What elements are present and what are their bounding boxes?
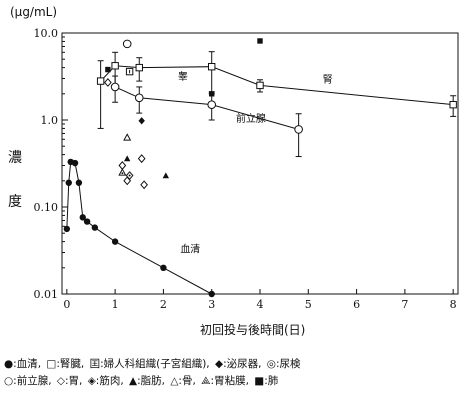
stomach-marker [104, 78, 112, 87]
x-tick-label: 4 [257, 298, 264, 311]
serum-line [66, 161, 212, 295]
filled-diamond-icon: ◆ [214, 358, 224, 370]
seminal-marker [122, 39, 132, 49]
double-circle-icon: ◎ [266, 358, 276, 370]
prostate-label: 前立腺 [236, 112, 266, 125]
boxed-square-icon: 囯 [89, 358, 101, 370]
prostate-marker [134, 93, 144, 103]
legend-item-fat: ▲:脂肪, [129, 375, 165, 387]
legend-label: :婦人科組織(子宮組織), [100, 358, 210, 370]
legend-label: :肺 [264, 375, 279, 387]
kidney-label: 腎 [323, 74, 333, 86]
stomach-marker [140, 180, 148, 190]
x-tick-label: 8 [450, 298, 457, 311]
dot-triangle-icon: ⟁ [201, 375, 211, 387]
y-tick-label: 0.10 [34, 201, 59, 214]
x-tick-label: 5 [305, 298, 312, 311]
legend-item-gynecologic: 囯:婦人科組織(子宮組織), [90, 358, 210, 370]
legend-label: :骨, [178, 375, 196, 387]
concentration-chart: (μg/mL) 濃 度 初回投与後時間(日) 0 1 2 3 4 5 6 7 810.01.00… [8, 5, 459, 337]
legend-item-urologic: ◆:泌尿器, [215, 358, 261, 370]
legend-label: :胃, [64, 375, 83, 387]
x-tick-label: 1 [112, 298, 119, 311]
legend-item-lung: ■:肺 [254, 375, 278, 387]
serum-marker [65, 179, 72, 186]
legend-row: ○:前立腺, ◇:胃, ◈:筋肉, ▲:脂肪, △:骨, ⟁:胃粘膜, ■:肺 [4, 373, 460, 390]
filled-triangle-icon: ▲ [129, 375, 138, 387]
prostate-marker [110, 82, 120, 92]
legend-label: :筋肉, [95, 375, 124, 387]
y-axis-label-bottom: 度 [8, 194, 22, 210]
seminal-label: 睾 [178, 70, 188, 83]
x-axis-label: 初回投与後時間(日) [200, 322, 305, 337]
bone-marker [123, 133, 132, 141]
x-tick-label: 3 [208, 298, 215, 311]
kidney-marker [96, 77, 105, 85]
gastric-mucosa-marker [118, 168, 127, 176]
lung-marker [209, 91, 215, 97]
legend-item-serum: ●:血清, [4, 358, 41, 370]
serum-marker [160, 264, 167, 272]
prostate-marker [294, 125, 303, 134]
x-tick-label: 6 [353, 298, 360, 311]
legend-item-bone: △:骨, [170, 375, 195, 387]
kidney-marker [256, 81, 264, 90]
gastric-mucosa-marker [121, 172, 124, 175]
kidney-marker [111, 62, 119, 70]
prostate-marker [207, 100, 217, 109]
lung-marker [105, 66, 111, 73]
kidney-marker [208, 62, 216, 71]
serum-marker [111, 238, 119, 245]
legend-label: :腎臓, [56, 358, 85, 370]
x-tick-label: 2 [160, 298, 167, 311]
serum-marker [75, 179, 83, 186]
y-tick-label: 0.01 [34, 288, 59, 301]
legend-item-gastric-mucosa: ⟁:胃粘膜, [201, 375, 249, 387]
serum-marker [71, 159, 79, 167]
urologic-marker [138, 117, 145, 125]
legend-label: :胃粘膜, [210, 375, 249, 387]
x-tick-label: 7 [401, 298, 408, 311]
serum-marker [83, 218, 91, 225]
legend-item-prostate: ○:前立腺, [4, 375, 52, 387]
lung-marker [257, 38, 263, 44]
legend-label: :血清, [13, 358, 42, 370]
filled-square-icon: ■ [254, 375, 265, 387]
legend-item-stomach: ◇:胃, [57, 375, 82, 387]
serum-marker [79, 214, 86, 221]
legend-item-muscle: ◈:筋肉, [88, 375, 124, 387]
serum-label: 血清 [180, 242, 200, 255]
legend-label: :前立腺, [13, 375, 52, 387]
dot-diamond-icon: ◈ [87, 375, 96, 387]
open-triangle-icon: △ [170, 375, 179, 387]
kidney-marker [135, 63, 143, 72]
legend-label: :泌尿器, [223, 358, 262, 370]
open-square-icon: □ [46, 358, 57, 370]
open-diamond-icon: ◇ [56, 375, 65, 387]
stomach-marker [137, 154, 146, 164]
legend: ●:血清, □:腎臓, 囯:婦人科組織(子宮組織), ◆:泌尿器, ◎:尿検 ○… [4, 356, 460, 390]
kidney-marker [449, 100, 457, 109]
prostate-line [114, 86, 299, 130]
muscle-marker [128, 174, 131, 177]
y-tick-label: 10.0 [34, 27, 59, 40]
y-tick-label: 1.0 [41, 114, 59, 127]
legend-item-kidney: □:腎臓, [46, 358, 84, 370]
legend-item-urine: ◎:尿検 [267, 358, 301, 370]
filled-circle-icon: ● [4, 358, 14, 370]
serum-marker [91, 224, 99, 231]
stomach-marker [118, 161, 127, 170]
y-axis-label-top: 濃 [8, 150, 22, 166]
fat-marker [123, 155, 131, 162]
serum-marker [63, 225, 71, 233]
legend-label: :尿検 [275, 358, 301, 370]
open-circle-icon: ○ [4, 375, 14, 387]
legend-row: ●:血清, □:腎臓, 囯:婦人科組織(子宮組織), ◆:泌尿器, ◎:尿検 [4, 356, 460, 373]
fat-marker [162, 172, 170, 179]
unit-label: (μg/mL) [10, 5, 57, 19]
legend-label: :脂肪, [137, 375, 165, 387]
x-tick-label: 0 [63, 298, 70, 311]
serum-marker [208, 290, 215, 298]
